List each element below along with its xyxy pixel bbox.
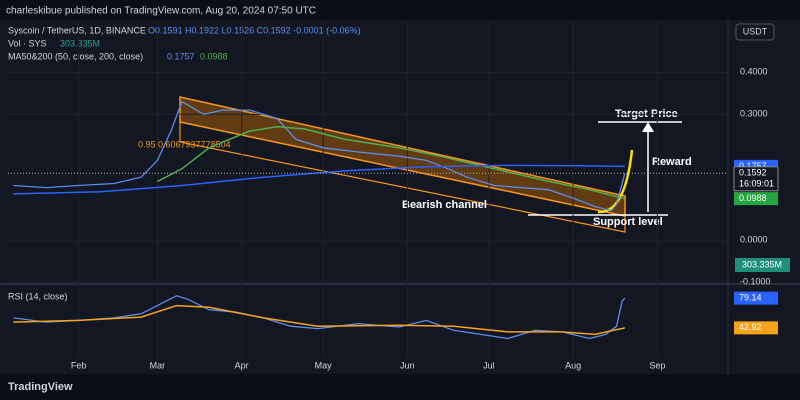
x-tick-label: Mar (150, 360, 166, 370)
ma50-value: 0.1757 (167, 51, 195, 61)
x-tick-label: May (315, 360, 333, 370)
series-line (13, 164, 625, 195)
x-tick-label: Sep (649, 360, 665, 370)
countdown: 16:09:01 (739, 179, 774, 189)
price-badge-text: 0.1757 (739, 161, 767, 171)
symbol: Syscoin / TetherUS, 1D, BINANCE (8, 25, 146, 35)
channel-label: Bearish channel (402, 199, 487, 211)
series-line (13, 304, 625, 336)
ma200-value: 0.0988 (200, 51, 228, 61)
series-line (13, 100, 626, 212)
series-line (157, 126, 625, 200)
vol-value: 303.335M (60, 38, 100, 48)
ohlc: O0.1591 H0.1922 L0.1526 C0.1592 -0.0001 … (148, 25, 361, 35)
x-tick-label: Apr (235, 360, 249, 370)
header-bar (0, 0, 800, 20)
x-tick-label: Jun (400, 360, 415, 370)
brand: TradingView (8, 381, 73, 393)
x-tick-label: Jul (483, 360, 495, 370)
price-badge-text: 0.0988 (739, 193, 767, 203)
vol-badge-text: 303.335M (742, 259, 782, 269)
y-tick-label: -0.1000 (740, 276, 771, 286)
y-tick-label: 0.3000 (740, 109, 768, 119)
channel-lower (179, 121, 626, 233)
price-badge (734, 321, 778, 335)
y-tick-label: 0.4000 (740, 67, 768, 77)
vol-label: Vol · SYS (8, 38, 47, 48)
price-badge (733, 166, 779, 192)
rsi-title: RSI (14, close) (8, 291, 68, 301)
arrow-head (642, 122, 654, 132)
price-badge-text: 42.92 (739, 322, 762, 332)
ma-label: MA50&200 (50, close, 200, close) (8, 51, 143, 61)
price-badge-text: 0.1592 (739, 168, 767, 178)
x-tick-label: Feb (71, 360, 87, 370)
y-tick-label: 0.0000 (740, 234, 768, 244)
currency-button[interactable] (735, 23, 775, 41)
footer-bar (0, 374, 800, 400)
currency[interactable]: USDT (743, 26, 768, 36)
price-badge (734, 192, 778, 206)
reward-label: Reward (652, 156, 692, 168)
vol-badge (735, 258, 790, 272)
published: charleskibue published on TradingView.co… (6, 6, 316, 17)
fib-label: 0.95 0.6067937778504 (138, 139, 231, 149)
price-badge (734, 291, 778, 305)
x-tick-label: Aug (565, 360, 581, 370)
support-label: Support level (593, 216, 663, 228)
price-badge-text: 79.14 (739, 293, 762, 303)
